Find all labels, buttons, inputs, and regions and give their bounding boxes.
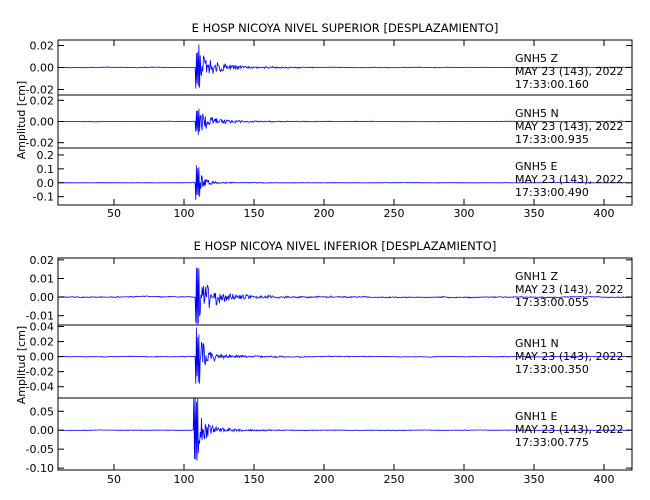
y-tick-label: 0.05 <box>30 405 55 418</box>
upper-chart-title: E HOSP NICOYA NIVEL SUPERIOR [DESPLAZAMI… <box>192 21 499 35</box>
y-tick-label: -0.02 <box>26 137 54 150</box>
y-tick-label: 0.02 <box>30 336 55 349</box>
y-tick-label: 0.02 <box>30 254 55 267</box>
y-tick-label: 0.02 <box>30 40 55 53</box>
time-label: 17:33:00.350 <box>515 363 589 376</box>
x-tick-label: 350 <box>524 207 545 220</box>
time-label: 17:33:00.775 <box>515 436 589 449</box>
y-tick-label: -0.04 <box>26 381 54 394</box>
time-label: 17:33:00.160 <box>515 78 589 91</box>
time-label: 17:33:00.935 <box>515 133 589 146</box>
y-tick-label: 0.00 <box>30 291 55 304</box>
waveform-trace <box>57 44 632 89</box>
y-tick-label: 0.00 <box>30 424 55 437</box>
x-tick-label: 250 <box>384 207 405 220</box>
y-tick-label: -0.10 <box>26 462 54 475</box>
y-tick-label: 0.00 <box>30 62 55 75</box>
y-tick-label: 0.1 <box>37 163 55 176</box>
waveform-trace <box>57 327 633 384</box>
station-label: GNH1 E <box>515 410 558 423</box>
time-label: 17:33:00.055 <box>515 296 589 309</box>
x-tick-label: 100 <box>174 207 195 220</box>
x-tick-label: 50 <box>107 473 121 486</box>
x-tick-label: 150 <box>244 207 265 220</box>
date-label: MAY 23 (143), 2022 <box>515 65 623 78</box>
y-tick-label: 0.2 <box>37 149 55 162</box>
y-tick-label: -0.1 <box>33 191 54 204</box>
lower-chart-title: E HOSP NICOYA NIVEL INFERIOR [DESPLAZAMI… <box>194 239 497 253</box>
station-label: GNH1 N <box>515 337 559 350</box>
chart-frame <box>57 257 633 471</box>
date-label: MAY 23 (143), 2022 <box>515 173 623 186</box>
date-label: MAY 23 (143), 2022 <box>515 423 623 436</box>
x-tick-label: 300 <box>454 473 475 486</box>
y-tick-label: 0.02 <box>30 94 55 107</box>
time-label: 17:33:00.490 <box>515 186 589 199</box>
y-tick-label: -0.05 <box>26 443 54 456</box>
date-label: MAY 23 (143), 2022 <box>515 350 623 363</box>
date-label: MAY 23 (143), 2022 <box>515 120 623 133</box>
x-tick-label: 50 <box>107 207 121 220</box>
y-tick-label: 0.0 <box>37 177 55 190</box>
waveform-trace <box>57 267 632 325</box>
y-tick-label: 0.00 <box>30 116 55 129</box>
y-tick-label: 0.00 <box>30 351 55 364</box>
y-tick-label: 0.04 <box>30 321 55 334</box>
x-tick-label: 400 <box>594 207 615 220</box>
x-tick-label: 300 <box>454 207 475 220</box>
y-tick-label: -0.02 <box>26 366 54 379</box>
x-tick-label: 100 <box>174 473 195 486</box>
y-tick-label: 0.01 <box>30 272 55 285</box>
x-tick-label: 200 <box>314 473 335 486</box>
upper-chart-ylabel: Amplitud [cm] <box>15 81 28 159</box>
date-label: MAY 23 (143), 2022 <box>515 283 623 296</box>
x-tick-label: 250 <box>384 473 405 486</box>
station-label: GNH1 Z <box>515 270 559 283</box>
station-label: GNH5 E <box>515 160 558 173</box>
y-tick-label: -0.02 <box>26 84 54 97</box>
waveform-trace <box>58 397 633 461</box>
x-tick-label: 350 <box>524 473 545 486</box>
waveform-trace <box>57 165 632 201</box>
waveform-trace <box>58 108 633 135</box>
x-tick-label: 400 <box>594 473 615 486</box>
x-tick-label: 150 <box>244 473 265 486</box>
chart-frame <box>57 39 633 206</box>
station-label: GNH5 N <box>515 107 559 120</box>
x-tick-label: 200 <box>314 207 335 220</box>
station-label: GNH5 Z <box>515 52 559 65</box>
y-tick-label: -0.01 <box>26 310 54 323</box>
lower-chart-ylabel: Amplitud [cm] <box>15 326 28 404</box>
